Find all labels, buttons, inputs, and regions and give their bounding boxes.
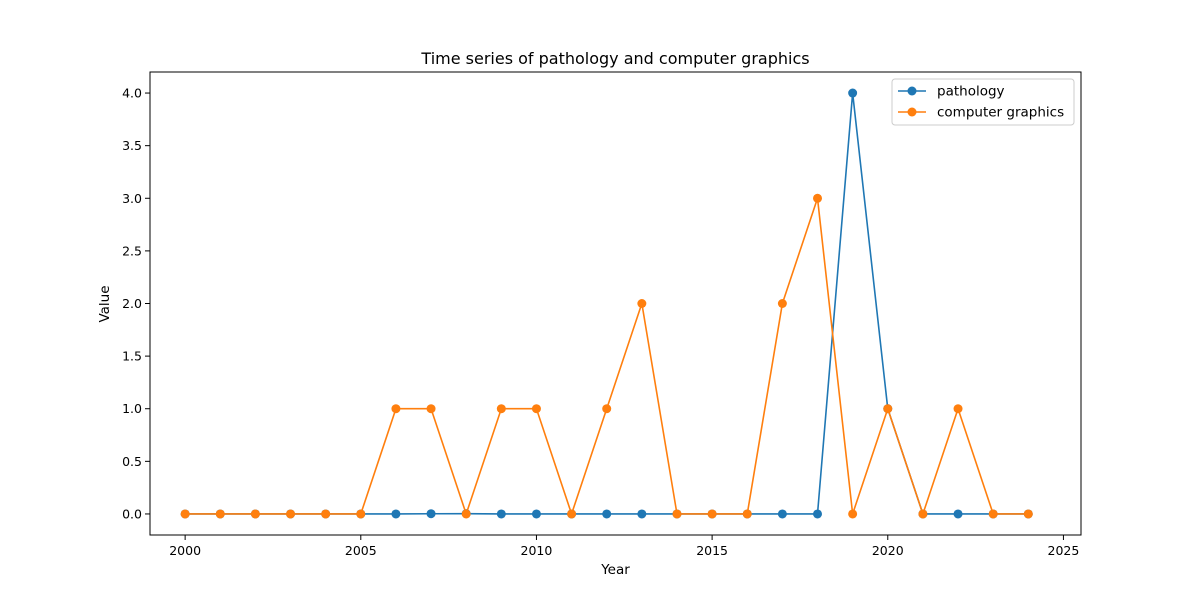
data-point bbox=[883, 404, 893, 414]
chart-title: Time series of pathology and computer gr… bbox=[420, 49, 809, 68]
data-point bbox=[848, 88, 858, 98]
data-point bbox=[813, 193, 823, 203]
data-point bbox=[321, 509, 331, 519]
x-tick-label: 2000 bbox=[169, 543, 201, 558]
data-point bbox=[356, 509, 366, 519]
data-point bbox=[602, 509, 612, 519]
data-point bbox=[742, 509, 752, 519]
data-point bbox=[777, 299, 787, 308]
data-point bbox=[496, 404, 506, 414]
data-point bbox=[496, 509, 506, 519]
data-point bbox=[531, 404, 541, 414]
x-tick-label: 2010 bbox=[521, 543, 553, 558]
data-point bbox=[215, 509, 225, 519]
legend-label: pathology bbox=[937, 84, 1005, 100]
y-tick-label: 3.5 bbox=[122, 138, 142, 153]
data-point bbox=[777, 509, 787, 519]
plot-area: 2000 2005 2010 2015 2020 2025 0.0 0.5 1.0 1.5 2.0 2… bbox=[122, 71, 1082, 558]
y-tick-label: 0.0 bbox=[122, 506, 142, 521]
data-point bbox=[531, 509, 541, 519]
data-point bbox=[180, 509, 190, 519]
legend-box bbox=[891, 78, 1075, 126]
data-point bbox=[988, 509, 998, 519]
data-point bbox=[1023, 509, 1033, 519]
data-point bbox=[953, 404, 963, 414]
y-axis-label: Value bbox=[97, 285, 113, 322]
x-axis-label: Year bbox=[600, 562, 630, 578]
data-point bbox=[602, 404, 612, 414]
y-tick-label: 0.5 bbox=[122, 454, 142, 469]
legend-label: computer graphics bbox=[937, 105, 1064, 121]
data-point bbox=[250, 509, 260, 519]
data-point bbox=[813, 509, 823, 519]
x-tick-label: 2025 bbox=[1048, 543, 1080, 558]
y-tick-label: 1.5 bbox=[122, 349, 142, 364]
data-point bbox=[461, 509, 471, 519]
legend-marker bbox=[907, 107, 917, 117]
y-tick-label: 4.0 bbox=[122, 86, 142, 101]
y-tick-label: 2.0 bbox=[122, 296, 142, 311]
legend: pathology computer graphics bbox=[891, 78, 1075, 126]
data-point bbox=[848, 509, 858, 519]
data-point bbox=[286, 509, 296, 519]
data-point bbox=[918, 509, 928, 519]
data-point bbox=[637, 509, 647, 519]
data-point bbox=[707, 509, 717, 519]
data-point bbox=[637, 299, 647, 308]
y-tick-label: 2.5 bbox=[122, 243, 142, 258]
data-point bbox=[391, 404, 401, 414]
axes-frame bbox=[149, 71, 1082, 536]
x-tick-label: 2020 bbox=[872, 543, 904, 558]
x-tick-label: 2005 bbox=[345, 543, 377, 558]
legend-marker bbox=[907, 86, 917, 96]
data-point bbox=[567, 509, 577, 519]
data-point bbox=[426, 509, 436, 519]
data-point bbox=[953, 509, 963, 519]
y-tick-label: 3.0 bbox=[122, 191, 142, 206]
data-point bbox=[391, 509, 401, 519]
y-tick-label: 1.0 bbox=[122, 401, 142, 416]
data-point bbox=[672, 509, 682, 519]
x-tick-label: 2015 bbox=[696, 543, 728, 558]
data-point bbox=[426, 404, 436, 414]
